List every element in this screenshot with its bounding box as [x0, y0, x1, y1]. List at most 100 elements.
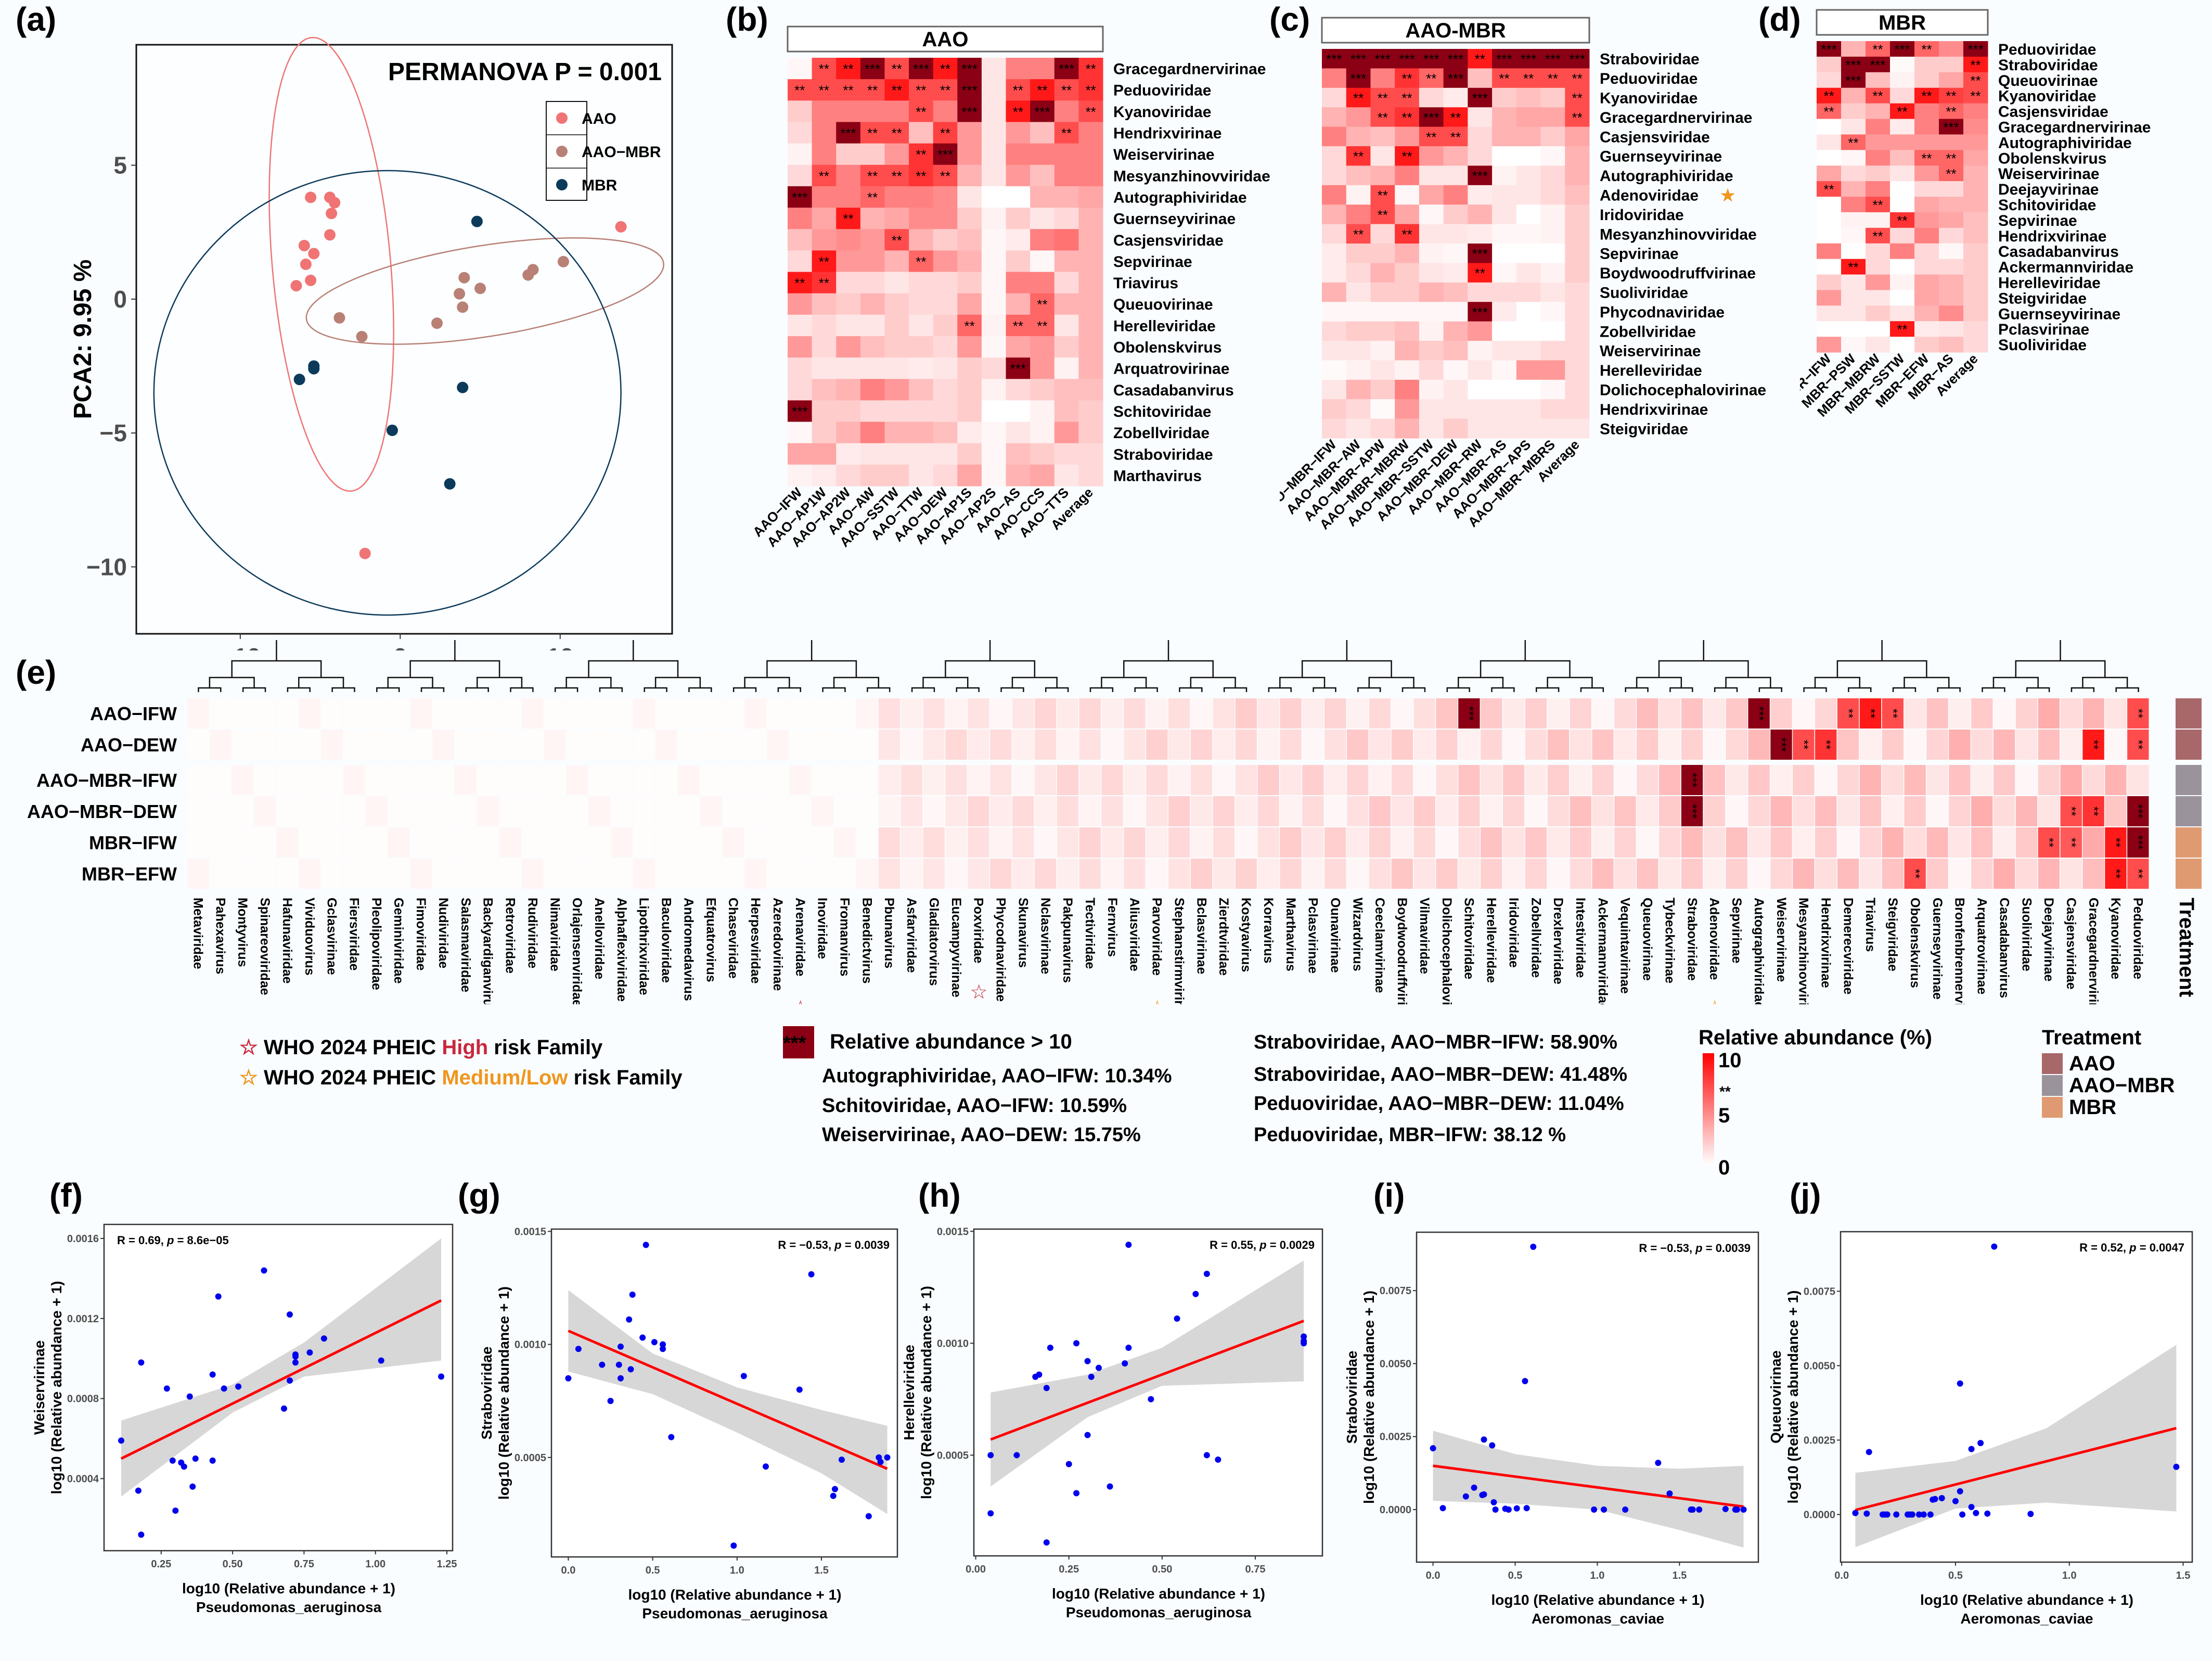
heatmap-cell: [1006, 122, 1031, 144]
heatmap-cell: [1540, 321, 1565, 341]
heatmap-cell: [1280, 827, 1302, 858]
significance-stars: ***: [1351, 52, 1366, 67]
heatmap-cell: [232, 765, 254, 795]
heatmap-cell: [432, 698, 454, 729]
heatmap-cell: [1468, 263, 1493, 283]
heatmap-cell: [812, 208, 837, 229]
heatmap-cell: [1859, 796, 1882, 826]
heatmap-cell: [209, 796, 232, 826]
heatmap-cell: [1346, 796, 1369, 826]
heatmap-cell: [836, 122, 861, 144]
heatmap-cell: [1637, 827, 1658, 858]
heatmap-cell: [1817, 134, 1842, 150]
heatmap-cell: [1516, 244, 1541, 263]
r-value: R = 0.55,: [1210, 1238, 1259, 1251]
heatmap-cell: [1054, 336, 1079, 358]
heatmap-cell: [1939, 72, 1964, 88]
heatmap-cell: [1322, 146, 1347, 166]
heatmap-cell: [1540, 282, 1565, 302]
heatmap-cell: [343, 698, 365, 729]
data-point: [1938, 1495, 1945, 1502]
heatmap-cell: [909, 293, 934, 315]
heatmap-cell: [1963, 243, 1988, 260]
heatmap-cell: [1817, 259, 1842, 275]
column-label: Marthavirus: [1283, 898, 1298, 972]
heatmap-cell: [1963, 321, 1988, 337]
heatmap-cell: [1914, 212, 1939, 228]
heatmap-cell: [1659, 765, 1681, 795]
heatmap-cell: [812, 143, 837, 165]
heatmap-cell: [1006, 100, 1031, 122]
heatmap-cell: [788, 122, 813, 144]
heatmap-cell: [1322, 341, 1347, 361]
row-label: AAO−MBR−IFW: [36, 770, 177, 791]
heatmap-cell: [1492, 165, 1517, 186]
heatmap-cell: [1346, 399, 1371, 419]
data-point: [1490, 1499, 1497, 1505]
dendrogram-branch: [956, 687, 980, 692]
heatmap-cell: [1939, 212, 1964, 228]
heatmap-cell: [1395, 107, 1420, 127]
row-label: Casadabanvirus: [1113, 382, 1234, 399]
heatmap-cell: [432, 730, 454, 760]
heatmap-cell: [1395, 49, 1420, 69]
significance-stars: **: [916, 104, 926, 120]
heatmap-cell: [860, 357, 885, 379]
row-label: Hendrixvirinae: [1998, 228, 2106, 245]
heatmap-cell: [1565, 205, 1590, 225]
heatmap-cell: [836, 336, 861, 358]
heatmap-cell: [477, 765, 499, 795]
heatmap-cell: [1837, 698, 1859, 729]
heatmap-cell: [499, 859, 521, 889]
heatmap-cell: [933, 314, 958, 337]
heatmap-cell: [1370, 263, 1395, 283]
pca-plot: −1001050−5−10PCA1: 32.66 %PCA2: 9.95 %PE…: [69, 36, 673, 650]
heatmap-cell: [1006, 208, 1031, 229]
heatmap-cell: [1213, 765, 1235, 795]
risk-legend-high: ☆ WHO 2024 PHEIC High risk Family: [239, 1036, 603, 1059]
x-tick-label: 0.0: [1426, 1570, 1441, 1581]
heatmap-cell: [1168, 859, 1190, 889]
heatmap-cell: [1963, 227, 1988, 244]
heatmap-cell: [1468, 399, 1493, 419]
heatmap-cell: [1525, 730, 1547, 760]
dendrogram-branch: [1457, 676, 1504, 688]
data-point: [1932, 1496, 1938, 1502]
heatmap-cell: [878, 765, 901, 795]
row-label: Triavirus: [1113, 275, 1178, 292]
data-point: [838, 1456, 845, 1463]
heatmap-cell: [1939, 119, 1964, 135]
heatmap-cell: [410, 859, 432, 889]
regression-line: [1855, 1427, 2177, 1512]
heatmap-cell: [1054, 100, 1079, 122]
heatmap-cell: [1939, 259, 1964, 275]
significance-stars: ***: [865, 61, 880, 77]
heatmap-cell: [276, 698, 298, 729]
heatmap-cell: [254, 859, 276, 889]
heatmap-cell: [1681, 827, 1703, 858]
heatmap-cell: [1054, 379, 1079, 401]
column-label: Vequintavirinae: [1618, 898, 1632, 994]
heatmap-cell: [1168, 698, 1190, 729]
heatmap-cell: [1369, 730, 1391, 760]
medium-risk-star-icon: ☆: [1706, 997, 1724, 1004]
significance-stars: ***: [2131, 804, 2145, 819]
heatmap-cell: [812, 293, 837, 315]
heatmap-cell: [1681, 859, 1703, 889]
heatmap-cell: [1468, 165, 1493, 186]
heatmap-cell: [299, 730, 320, 760]
column-label: Pclasvirinae: [1306, 898, 1320, 974]
heatmap-cell: [299, 796, 320, 826]
dendrogram-branch: [1703, 640, 1883, 661]
heatmap-cell: [909, 250, 934, 272]
significance-stars: **: [1013, 83, 1023, 98]
data-point: [163, 1385, 170, 1392]
column-label: Alphaflexiviridae: [614, 898, 629, 1002]
significance-stars: **: [1970, 57, 1980, 73]
significance-stars: **: [2109, 838, 2123, 848]
heatmap-cell: [878, 859, 901, 889]
column-label: Wizardvirus: [1350, 898, 1365, 971]
heatmap-cell: [923, 730, 945, 760]
row-label: Sepvirinae: [1600, 246, 1679, 263]
heatmap-cell: [1443, 379, 1468, 400]
